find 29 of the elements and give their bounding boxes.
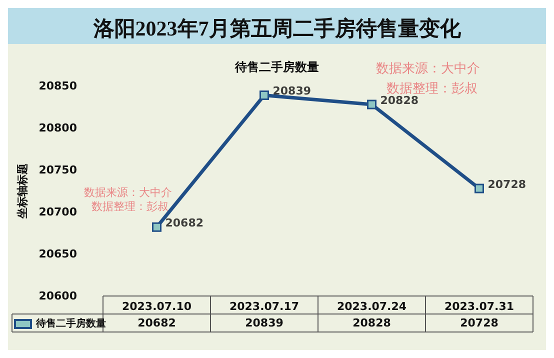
annotation: 20682 xyxy=(165,216,204,230)
y-tick-label: 20650 xyxy=(38,248,78,260)
data-label: 20728 xyxy=(460,316,498,330)
annotation: 数据整理：彭叔 xyxy=(92,200,168,213)
data-label: 20828 xyxy=(352,316,391,330)
data-label: 20839 xyxy=(245,316,284,330)
point xyxy=(367,100,376,110)
point xyxy=(152,222,162,232)
data-label: 20682 xyxy=(138,316,176,330)
y-tick-label: 20600 xyxy=(38,290,78,302)
x-tick-label: 2023.07.17 xyxy=(229,300,300,313)
x-tick-label: 2023.07.24 xyxy=(336,300,407,313)
annotation: 20728 xyxy=(488,178,526,191)
annotation: 20839 xyxy=(272,84,312,98)
x-tick-label: 2023.07.31 xyxy=(444,300,514,313)
source-note: 数据来源：大中介 xyxy=(376,60,480,76)
y-axis-title: 坐标轴标题 xyxy=(16,164,29,220)
chart-subtitle: 待售二手房数量 xyxy=(234,60,319,74)
point xyxy=(260,90,269,100)
annotation: 数据整理：彭叔 xyxy=(386,80,478,96)
y-tick-label: 20750 xyxy=(38,164,78,176)
point xyxy=(474,184,484,194)
annotation: 数据来源：大中介 xyxy=(84,186,172,199)
x-tick-label: 2023.07.10 xyxy=(122,300,192,313)
annotation: 20828 xyxy=(380,94,419,107)
y-tick-label: 20800 xyxy=(38,122,78,134)
y-tick-label: 20700 xyxy=(38,206,78,218)
y-tick-label: 20850 xyxy=(38,80,78,92)
chart-title: 洛阳2023年7月第五周二手房待售量变化 xyxy=(92,16,462,40)
